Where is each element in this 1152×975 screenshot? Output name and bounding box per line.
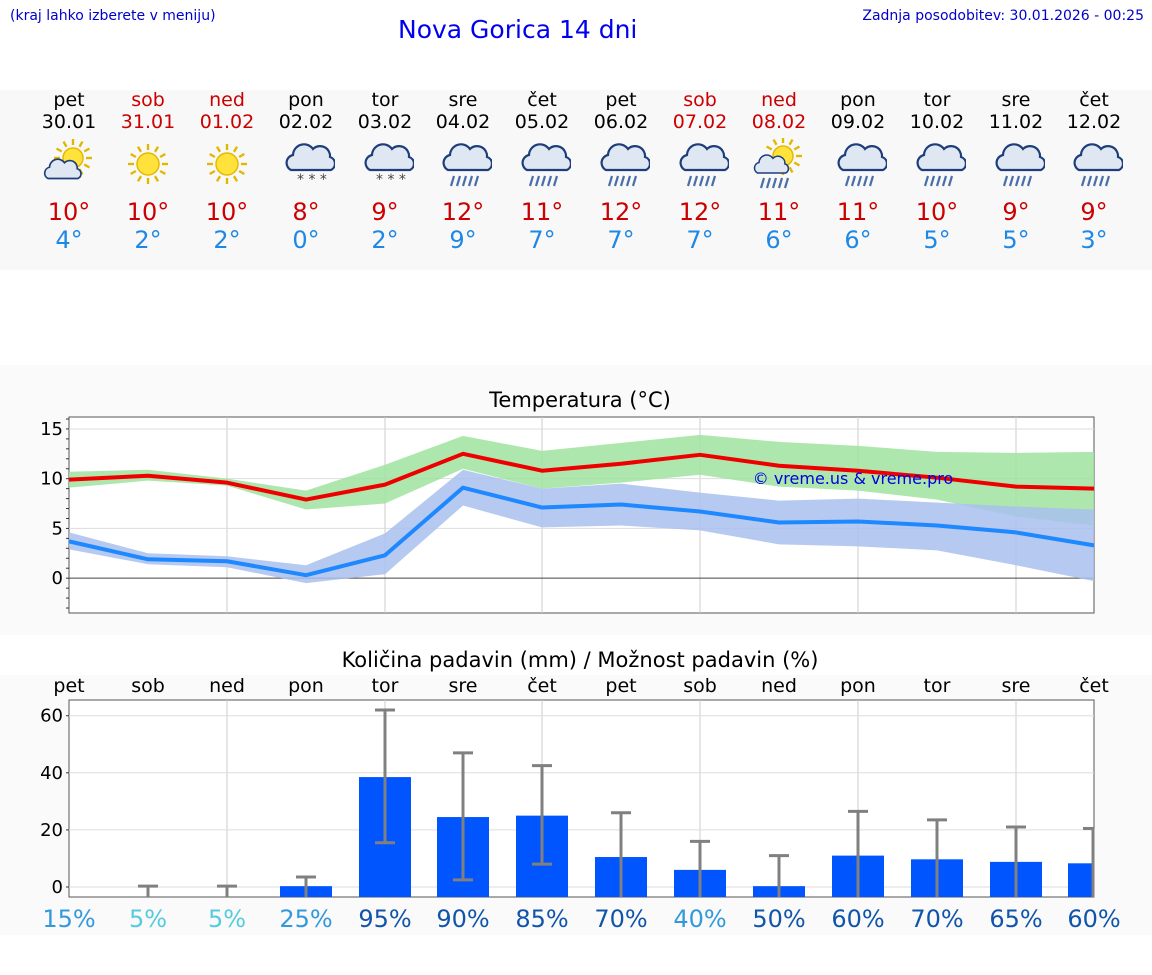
day-date: 08.02 (751, 111, 807, 133)
day-name: čet (1079, 89, 1109, 111)
min-temp: 5° (923, 226, 951, 254)
min-temp: 2° (213, 226, 241, 254)
location-hint: (kraj lahko izberete v meniju) (10, 8, 216, 24)
day-date: 02.02 (278, 111, 334, 133)
max-temp: 8° (292, 198, 320, 226)
max-temp: 10° (47, 198, 91, 226)
min-temp: 7° (528, 226, 556, 254)
min-temp: 5° (1002, 226, 1030, 254)
max-temp: 12° (599, 198, 643, 226)
day-date: 30.01 (41, 111, 97, 133)
temperature-chart-title: Temperatura (°C) (489, 388, 671, 412)
day-name: ned (209, 89, 245, 111)
day-name: čet (527, 89, 557, 111)
day-date: 12.02 (1066, 111, 1122, 133)
day-name: tor (371, 89, 399, 111)
min-temp: 4° (55, 226, 83, 254)
max-temp: 9° (371, 198, 399, 226)
max-temp: 11° (757, 198, 801, 226)
min-temp: 7° (686, 226, 714, 254)
forecast-strip (0, 90, 1152, 270)
max-temp: 9° (1080, 198, 1108, 226)
last-updated: Zadnja posodobitev: 30.01.2026 - 00:25 (862, 8, 1144, 24)
day-date: 11.02 (988, 111, 1044, 133)
min-temp: 6° (844, 226, 872, 254)
min-temp: 0° (292, 226, 320, 254)
day-name: sob (131, 89, 165, 111)
day-date: 01.02 (199, 111, 255, 133)
max-temp: 11° (520, 198, 564, 226)
day-date: 10.02 (909, 111, 965, 133)
min-temp: 6° (765, 226, 793, 254)
min-temp: 2° (371, 226, 399, 254)
min-temp: 9° (449, 226, 477, 254)
max-temp: 9° (1002, 198, 1030, 226)
svg-text:* * *: * * * (376, 172, 406, 188)
day-name: ned (761, 89, 797, 111)
page-title: Nova Gorica 14 dni (398, 15, 638, 44)
day-name: tor (923, 89, 951, 111)
day-date: 31.01 (120, 111, 176, 133)
day-name: sre (1001, 89, 1031, 111)
precipitation-panel (0, 675, 1152, 935)
day-name: sre (448, 89, 478, 111)
max-temp: 12° (441, 198, 485, 226)
min-temp: 7° (607, 226, 635, 254)
day-date: 09.02 (830, 111, 886, 133)
day-date: 04.02 (435, 111, 491, 133)
max-temp: 11° (836, 198, 880, 226)
precipitation-chart-title: Količina padavin (mm) / Možnost padavin … (341, 648, 819, 672)
day-date: 07.02 (672, 111, 728, 133)
day-date: 03.02 (357, 111, 413, 133)
max-temp: 12° (678, 198, 722, 226)
day-name: sob (683, 89, 717, 111)
day-name: pet (53, 89, 85, 111)
max-temp: 10° (205, 198, 249, 226)
day-date: 05.02 (514, 111, 570, 133)
max-temp: 10° (915, 198, 959, 226)
day-name: pet (605, 89, 637, 111)
max-temp: 10° (126, 198, 170, 226)
day-name: pon (840, 89, 876, 111)
min-temp: 3° (1080, 226, 1108, 254)
day-date: 06.02 (593, 111, 649, 133)
min-temp: 2° (134, 226, 162, 254)
svg-text:* * *: * * * (297, 172, 327, 188)
day-name: pon (288, 89, 324, 111)
